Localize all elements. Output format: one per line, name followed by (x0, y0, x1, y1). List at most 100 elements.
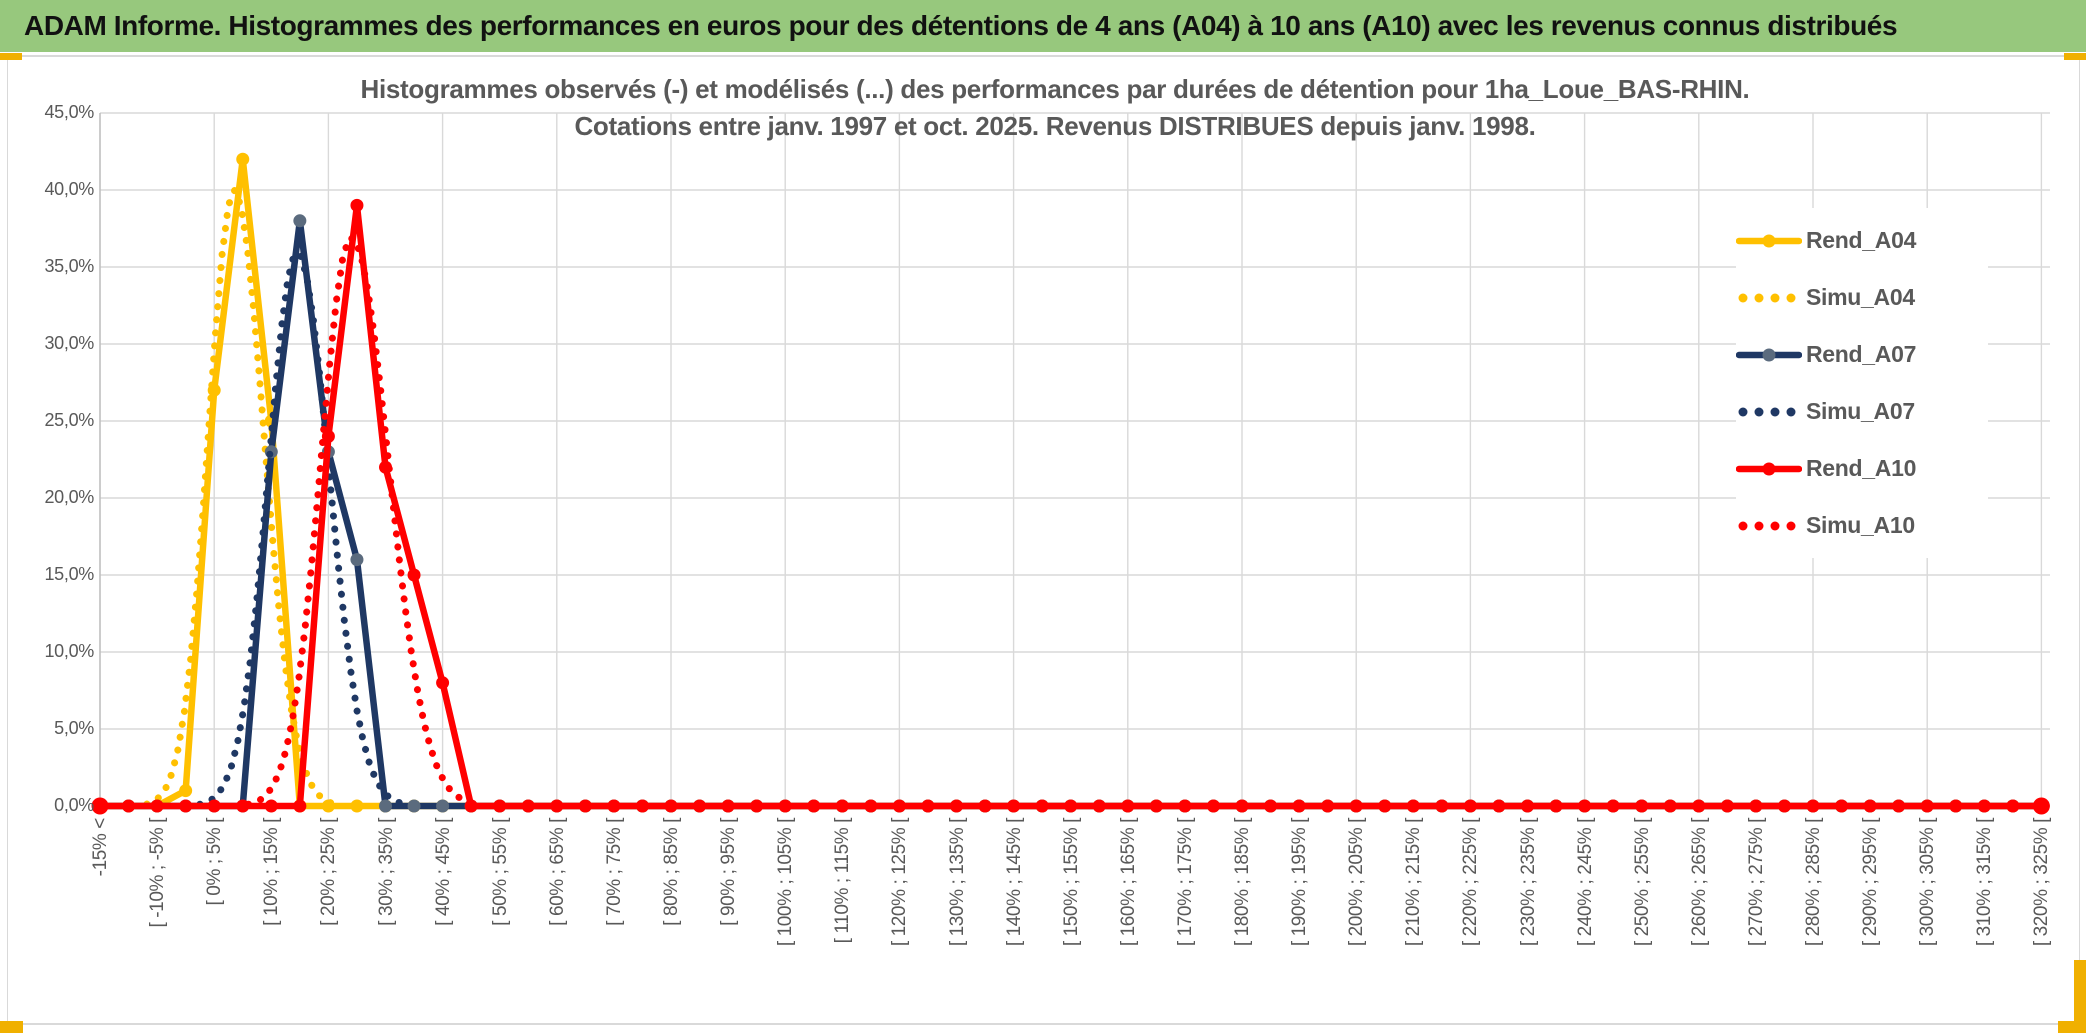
marker-Rend_A10 (1863, 799, 1877, 813)
marker-Rend_A10 (1606, 799, 1620, 813)
chart-title: Histogrammes observés (-) et modélisés (… (100, 74, 2010, 142)
marker-Rend_A10 (892, 799, 906, 813)
y-tick-label: 10,0% (44, 641, 94, 661)
marker-Rend_A10 (1835, 799, 1849, 813)
marker-Rend_A10 (1949, 799, 1963, 813)
marker-Rend_A10 (921, 799, 935, 813)
marker-Rend_A10 (521, 799, 535, 813)
page-border-right (2079, 60, 2080, 1023)
marker-Rend_A10 (2006, 799, 2020, 813)
marker-Rend_A10 (1549, 799, 1563, 813)
y-tick-label: 25,0% (44, 410, 94, 430)
y-tick-label: 0,0% (54, 795, 94, 815)
marker-Rend_A10 (1635, 799, 1649, 813)
legend-label: Simu_A07 (1806, 398, 1915, 424)
marker-Rend_A10 (1749, 799, 1763, 813)
legend-item-rend-a10: Rend_A10 (1736, 440, 1988, 497)
chart-title-line1: Histogrammes observés (-) et modélisés (… (360, 74, 1750, 104)
marker-Rend_A10 (1692, 799, 1706, 813)
marker-Rend_A10 (1264, 799, 1278, 813)
marker-Rend_A10 (1064, 799, 1078, 813)
marker-Rend_A07 (407, 799, 421, 813)
legend-label: Rend_A10 (1806, 455, 1917, 481)
marker-Rend_A10 (1920, 799, 1934, 813)
chart-title-line2: Cotations entre janv. 1997 et oct. 2025.… (574, 111, 1536, 141)
marker-Rend_A10 (864, 799, 878, 813)
marker-Rend_A10 (179, 799, 193, 813)
marker-Rend_A10 (1378, 799, 1392, 813)
legend-sample-rend-a10 (1736, 462, 1802, 475)
legend-item-simu-a04: Simu_A04 (1736, 269, 1988, 326)
y-tick-label: 30,0% (44, 333, 94, 353)
marker-Rend_A10 (1492, 799, 1506, 813)
x-tick-label: -15% < (90, 818, 111, 877)
y-tick-label: 15,0% (44, 564, 94, 584)
marker-Rend_A10 (436, 676, 450, 690)
page-border-left (7, 60, 8, 1023)
marker-Rend_A10 (1007, 799, 1021, 813)
y-tick-label: 40,0% (44, 179, 94, 199)
legend-label: Rend_A04 (1806, 227, 1917, 253)
legend-item-simu-a10: Simu_A10 (1736, 497, 1988, 554)
marker-Rend_A10 (1720, 799, 1734, 813)
marker-Rend_A10 (1092, 799, 1106, 813)
marker-Rend_A10 (1292, 799, 1306, 813)
marker-Rend_A10 (122, 799, 136, 813)
marker-Rend_A10 (2032, 797, 2050, 815)
gold-accent-bottom-left (0, 1021, 23, 1033)
legend-label: Simu_A04 (1806, 284, 1915, 310)
marker-Rend_A10 (1206, 799, 1220, 813)
legend-label: Rend_A07 (1806, 341, 1917, 367)
marker-Rend_A10 (835, 799, 849, 813)
marker-Rend_A10 (264, 799, 278, 813)
marker-Rend_A10 (150, 799, 164, 813)
marker-Rend_A04 (236, 152, 250, 166)
gold-accent-top-left (0, 53, 22, 60)
legend-sample-rend-a04 (1736, 234, 1802, 247)
x-tick-label: [ 320% ; 325% [ (2031, 818, 2053, 947)
gold-accent-top-right (2064, 53, 2086, 60)
marker-Rend_A10 (1977, 799, 1991, 813)
marker-Rend_A10 (607, 799, 621, 813)
y-tick-label: 20,0% (44, 487, 94, 507)
marker-Rend_A10 (550, 799, 564, 813)
marker-Rend_A10 (1463, 799, 1477, 813)
legend-sample-simu-a10 (1738, 521, 1796, 530)
marker-Rend_A10 (207, 799, 221, 813)
marker-Rend_A10 (1406, 799, 1420, 813)
legend-item-rend-a07: Rend_A07 (1736, 326, 1988, 383)
legend-label: Simu_A10 (1806, 512, 1915, 538)
marker-Rend_A04 (350, 799, 364, 813)
y-tick-label: 45,0% (44, 102, 94, 122)
marker-Rend_A10 (750, 799, 764, 813)
marker-Rend_A10 (693, 799, 707, 813)
banner-title: ADAM Informe. Histogrammes des performan… (0, 0, 2086, 52)
divider-rule (0, 55, 2086, 57)
marker-Rend_A10 (1349, 799, 1363, 813)
marker-Rend_A10 (807, 799, 821, 813)
page-border-bottom (0, 1023, 2086, 1025)
y-tick-label: 35,0% (44, 256, 94, 276)
marker-Rend_A10 (1578, 799, 1592, 813)
legend-item-rend-a04: Rend_A04 (1736, 212, 1988, 269)
marker-Rend_A10 (1149, 799, 1163, 813)
marker-Rend_A10 (978, 799, 992, 813)
legend-sample-simu-a04 (1738, 293, 1796, 302)
marker-Rend_A07 (293, 214, 307, 228)
marker-Rend_A10 (1892, 799, 1906, 813)
series-line-Simu_A10 (244, 233, 485, 808)
marker-Rend_A10 (578, 799, 592, 813)
gold-accent-right-corner (2074, 960, 2086, 1032)
marker-Rend_A10 (1435, 799, 1449, 813)
series-line-Simu_A07 (196, 250, 411, 808)
legend-item-simu-a07: Simu_A07 (1736, 383, 1988, 440)
marker-Rend_A10 (1521, 799, 1534, 813)
marker-Rend_A10 (664, 799, 678, 813)
marker-Rend_A07 (350, 553, 364, 567)
marker-Rend_A07 (379, 799, 392, 813)
marker-Rend_A10 (350, 198, 364, 212)
marker-Rend_A10 (778, 799, 792, 813)
marker-Rend_A10 (293, 799, 307, 813)
